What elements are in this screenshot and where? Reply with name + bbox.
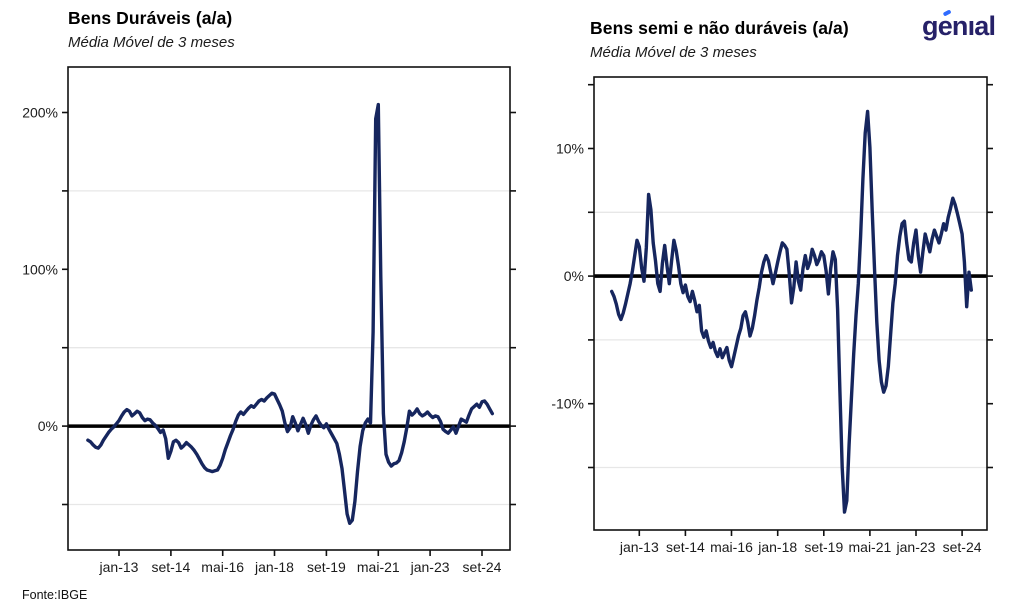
y-tick-label: -10% — [551, 396, 584, 412]
x-tick-label: set-19 — [804, 539, 843, 555]
data-series-line — [86, 102, 494, 525]
plot-frame — [67, 66, 511, 551]
y-tick-label: 10% — [556, 140, 584, 156]
right-chart-subtitle: Média Móvel de 3 meses — [590, 44, 757, 61]
y-tick-label: 0% — [564, 268, 584, 284]
genial-logo-text: genıal — [922, 11, 996, 41]
x-tick-label: mai-21 — [357, 559, 400, 575]
x-tick-label: jan-23 — [410, 559, 450, 575]
x-tick-label: mai-21 — [849, 539, 892, 555]
right-chart-plot: 10% 0% -10% jan-13 set-14 mai-16 jan-18 set-19 m… — [551, 76, 993, 555]
y-tick-label: 0% — [38, 418, 58, 434]
x-tick-label: set-14 — [666, 539, 705, 555]
genial-logo: genıal — [922, 9, 1024, 41]
data-series-line — [610, 109, 973, 514]
left-chart-title: Bens Duráveis (a/a) — [68, 8, 233, 28]
x-tick-label: jan-13 — [619, 539, 659, 555]
left-chart-subtitle: Média Móvel de 3 meses — [68, 34, 235, 51]
x-tick-label: set-19 — [307, 559, 346, 575]
x-tick-label: set-24 — [943, 539, 982, 555]
x-tick-label: jan-18 — [254, 559, 294, 575]
x-tick-label: jan-13 — [99, 559, 139, 575]
x-tick-label: set-14 — [151, 559, 190, 575]
plot-frame — [593, 76, 988, 531]
x-tick-label: jan-23 — [896, 539, 936, 555]
y-tick-label: 100% — [22, 261, 58, 277]
y-tick-label: 200% — [22, 104, 58, 120]
source-note: Fonte:IBGE — [22, 588, 88, 602]
left-chart-plot: 200% 100% 0% jan-13 set-14 mai-16 jan-18 set-19… — [22, 66, 516, 575]
x-tick-label: mai-16 — [710, 539, 753, 555]
x-tick-label: jan-18 — [757, 539, 797, 555]
x-tick-label: set-24 — [463, 559, 502, 575]
right-chart-title: Bens semi e não duráveis (a/a) — [590, 18, 849, 38]
x-tick-label: mai-16 — [201, 559, 244, 575]
